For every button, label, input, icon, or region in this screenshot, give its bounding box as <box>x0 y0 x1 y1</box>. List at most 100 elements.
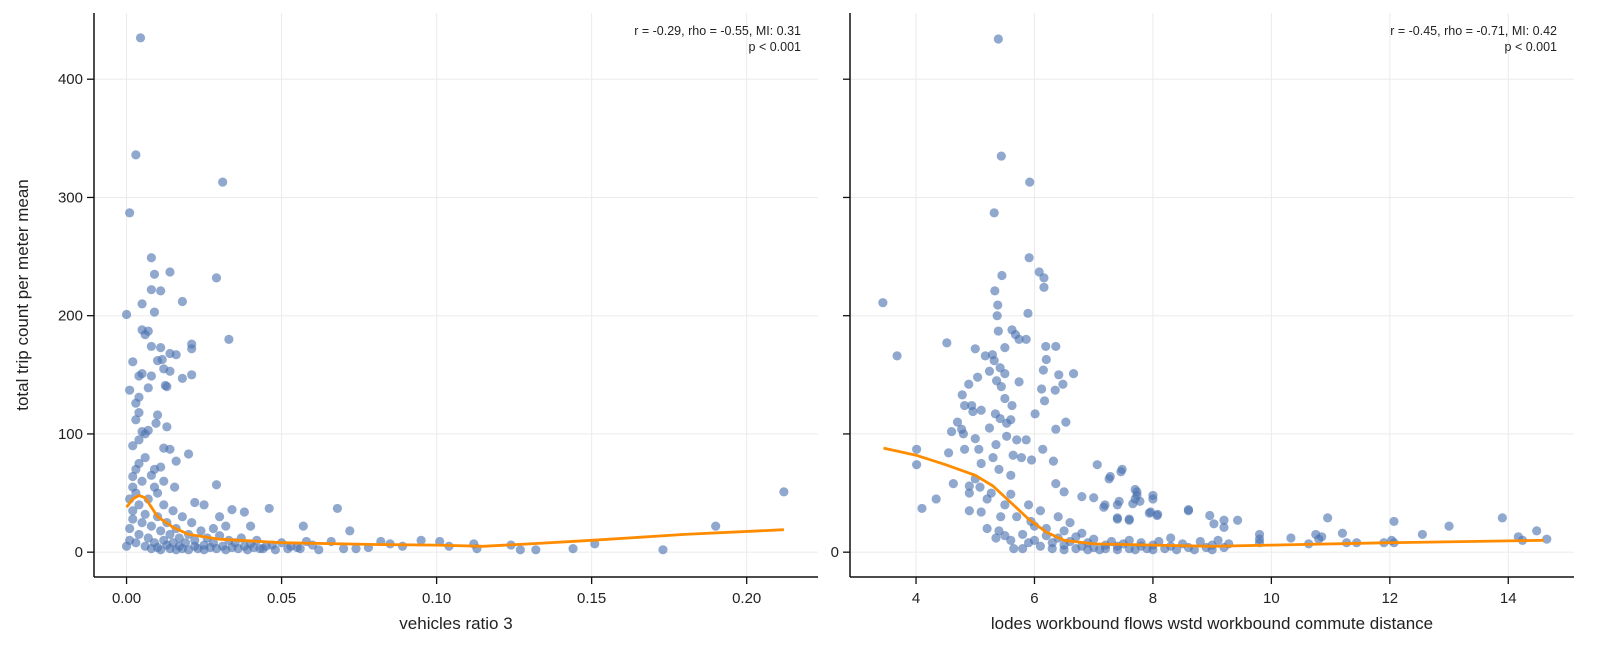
data-point <box>134 435 144 445</box>
data-point <box>1389 516 1399 527</box>
data-point <box>125 523 135 534</box>
data-point <box>156 343 166 353</box>
data-point <box>227 505 237 515</box>
data-point <box>944 448 954 458</box>
data-point <box>165 529 175 540</box>
data-point <box>1205 510 1215 521</box>
data-point <box>128 441 138 451</box>
data-point <box>1014 377 1024 387</box>
data-point <box>1065 518 1075 528</box>
data-point <box>137 369 147 379</box>
data-point <box>165 267 175 277</box>
data-point <box>1497 513 1507 523</box>
data-point <box>151 418 161 428</box>
data-point <box>131 538 141 548</box>
data-point <box>156 462 166 472</box>
data-point <box>1008 450 1018 460</box>
data-point <box>964 379 974 389</box>
data-point <box>1012 435 1022 445</box>
data-point <box>1189 545 1199 555</box>
data-point <box>992 311 1002 321</box>
data-point <box>131 150 141 160</box>
data-point <box>416 535 426 545</box>
data-point <box>1077 491 1087 502</box>
x-tick-label: 14 <box>1500 590 1517 607</box>
data-point <box>171 456 181 466</box>
data-point <box>1041 341 1051 352</box>
data-point <box>982 494 992 504</box>
data-point <box>1021 435 1031 445</box>
data-point <box>959 400 970 411</box>
data-point <box>152 488 163 498</box>
data-point <box>128 482 138 492</box>
data-point <box>1104 474 1114 484</box>
data-point <box>995 413 1005 424</box>
data-point <box>711 521 721 531</box>
data-point <box>170 482 180 492</box>
y-tick-label: 100 <box>58 426 83 443</box>
x-tick-label: 6 <box>1030 590 1038 607</box>
data-point <box>912 444 922 454</box>
data-point <box>1116 467 1126 477</box>
data-point <box>974 444 984 454</box>
data-point <box>137 518 147 528</box>
data-point <box>183 449 194 459</box>
data-point <box>1024 253 1034 263</box>
data-point <box>137 299 147 309</box>
data-point <box>973 372 983 382</box>
data-point <box>1058 379 1068 389</box>
y-tick-label: 0 <box>831 544 839 561</box>
data-point <box>1035 541 1046 551</box>
data-point <box>976 458 986 469</box>
data-point <box>1323 513 1333 523</box>
data-point <box>878 298 888 308</box>
data-point <box>1089 534 1099 544</box>
x-tick-label: 10 <box>1263 590 1280 607</box>
data-point <box>1172 545 1182 555</box>
data-point <box>1444 521 1454 531</box>
data-point <box>991 439 1001 450</box>
data-point <box>1006 470 1016 480</box>
data-point <box>1050 385 1060 395</box>
data-point <box>152 410 163 420</box>
data-point <box>146 253 156 263</box>
data-point <box>140 429 150 439</box>
data-point <box>1092 460 1102 470</box>
data-point <box>177 373 187 383</box>
data-point <box>993 34 1003 44</box>
data-point <box>295 544 305 554</box>
data-point <box>1000 343 1010 353</box>
trend-line <box>883 446 1544 548</box>
data-point <box>1051 341 1061 352</box>
data-point <box>1007 400 1017 411</box>
data-point <box>134 500 144 510</box>
data-point <box>125 385 135 395</box>
data-point <box>1195 536 1205 547</box>
y-tick-label: 0 <box>75 544 83 561</box>
data-point <box>1018 529 1028 540</box>
data-point <box>994 464 1004 475</box>
data-point <box>984 366 995 376</box>
data-point <box>779 487 789 497</box>
data-point <box>140 452 150 463</box>
data-point <box>892 351 902 361</box>
data-point <box>1059 526 1069 536</box>
data-point <box>1018 544 1028 554</box>
data-point <box>1009 544 1019 554</box>
panel-2: 4 6 8 10 12 14 0 lodes workbound flows wstd wor… <box>831 13 1574 633</box>
data-point <box>1038 444 1048 454</box>
data-point <box>912 460 922 470</box>
data-point <box>959 444 970 454</box>
data-point <box>165 444 175 454</box>
data-point <box>1153 509 1163 519</box>
data-point <box>1233 515 1243 525</box>
data-point <box>190 535 200 545</box>
data-point <box>976 507 986 517</box>
data-point <box>1000 500 1010 510</box>
data-point <box>1051 478 1061 489</box>
data-point <box>1014 334 1024 344</box>
y-axis-label: total trip count per meter mean <box>13 179 32 411</box>
data-point <box>658 545 668 555</box>
data-point <box>997 270 1007 281</box>
data-point <box>1002 418 1012 428</box>
